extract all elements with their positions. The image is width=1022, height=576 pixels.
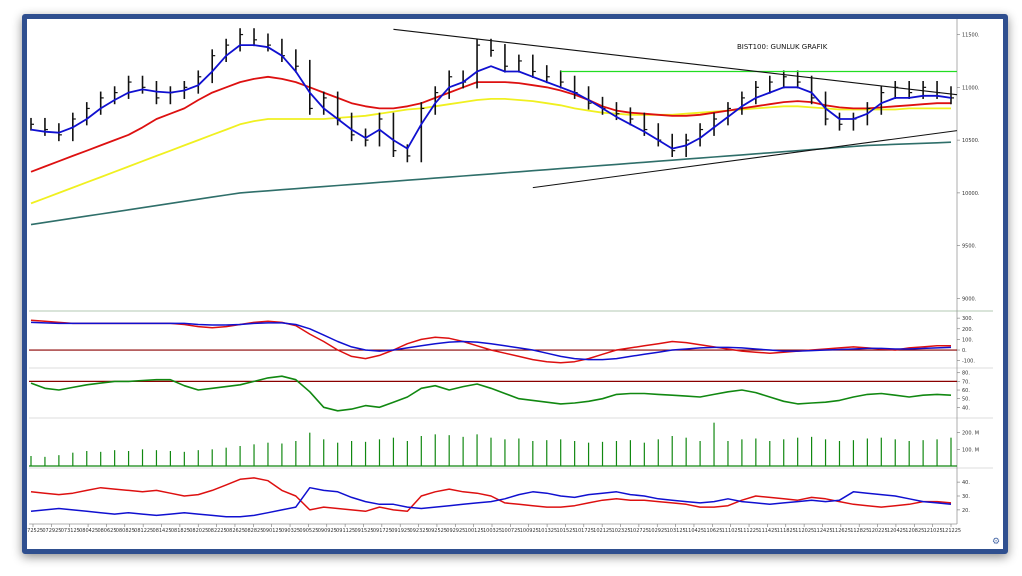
macd-axis-tick-label: 300.	[962, 316, 974, 322]
rsi-axis-tick-label: 40.	[962, 405, 970, 411]
x-tick-label: 111425	[758, 528, 777, 534]
x-tick-label: 100925	[520, 528, 539, 534]
gear-icon[interactable]: ⚙	[992, 537, 1001, 547]
x-tick-label: 080825	[116, 528, 135, 534]
x-tick-label: 091525	[354, 528, 373, 534]
x-tick-label: 102925	[648, 528, 667, 534]
rsi-axis-tick-label: 70.	[962, 379, 970, 385]
x-tick-label: 120225	[869, 528, 888, 534]
x-tick-label: 073125	[61, 528, 80, 534]
macd-signal-line	[30, 319, 951, 364]
x-tick-label: 090525	[299, 528, 318, 534]
macd-axis-tick-label: 200.	[962, 327, 974, 333]
x-tick-label: 102125	[593, 528, 612, 534]
macd-axis-tick-label: 100.	[962, 337, 974, 343]
chart-title: BIST100: GUNLUK GRAFIK	[737, 43, 828, 51]
x-tick-label: 120425	[887, 528, 906, 534]
x-tick-label: 110425	[685, 528, 704, 534]
x-tick-label: 111225	[740, 528, 759, 534]
bist100-daily-chart: BIST100: GUNLUK GRAFIK 11500. 11000. 10500…	[27, 19, 993, 534]
volume-axis-tick-label: 200. M	[962, 431, 979, 437]
x-tick-label: 100725	[501, 528, 520, 534]
x-tick-label: 091925	[391, 528, 410, 534]
x-tick-label: 100325	[483, 528, 502, 534]
x-tick-label: 120825	[905, 528, 924, 534]
x-tick-label: 090325	[281, 528, 300, 534]
x-tick-label: 110625	[703, 528, 722, 534]
price-axis-tick-label: 10000.	[962, 191, 980, 197]
x-tick-label: 111025	[722, 528, 741, 534]
x-tick-label: 090125	[263, 528, 282, 534]
rsi-axis-tick-label: 60.	[962, 388, 970, 394]
x-tick-label: 111825	[777, 528, 796, 534]
x-tick-label: 092325	[410, 528, 429, 534]
x-tick-label: 112625	[832, 528, 851, 534]
dmi-axis-tick-label: 30.	[962, 494, 970, 500]
x-tick-label: 112025	[795, 528, 814, 534]
volume-axis-tick-label: 100. M	[962, 447, 979, 453]
chart-window: BIST100: GUNLUK GRAFIK 11500. 11000. 10500…	[22, 14, 1008, 554]
price-axis-tick-label: 11000.	[962, 85, 980, 91]
x-tick-label: 082025	[189, 528, 208, 534]
descending-trendline	[393, 28, 958, 96]
x-tick-label: 121025	[924, 528, 943, 534]
x-tick-label: 092925	[446, 528, 465, 534]
rsi-line	[30, 375, 952, 412]
x-tick-label: 101525	[556, 528, 575, 534]
x-tick-label: 100125	[465, 528, 484, 534]
dmi-minus-line	[30, 486, 952, 518]
x-tick-label: 072525	[27, 528, 43, 534]
dmi-plus-line	[30, 477, 952, 513]
x-tick-label: 082825	[244, 528, 263, 534]
x-tick-label: 101725	[575, 528, 594, 534]
x-tick-label: 081225	[134, 528, 153, 534]
x-tick-label: 121225	[942, 528, 961, 534]
ma-yellow-line	[30, 98, 951, 205]
price-axis-tick-label: 9000.	[962, 296, 977, 302]
x-tick-label: 091125	[336, 528, 355, 534]
x-tick-label: 101325	[538, 528, 557, 534]
x-tick-label: 081425	[153, 528, 172, 534]
x-tick-label: 082625	[226, 528, 245, 534]
ascending-trendline	[532, 130, 958, 189]
rsi-axis-tick-label: 80.	[962, 371, 970, 377]
x-tick-label: 080425	[79, 528, 98, 534]
macd-axis-tick-label: 0.	[962, 348, 967, 354]
x-tick-label: 081825	[171, 528, 190, 534]
x-tick-label: 091725	[373, 528, 392, 534]
ma-red-line	[30, 75, 951, 173]
price-axis-tick-label: 10500.	[962, 138, 980, 144]
x-tick-label: 102325	[612, 528, 631, 534]
x-tick-label: 103125	[667, 528, 686, 534]
rsi-axis-tick-label: 50.	[962, 397, 970, 403]
x-tick-label: 112825	[850, 528, 869, 534]
macd-axis-tick-label: -100.	[962, 359, 975, 365]
x-tick-label: 080625	[97, 528, 116, 534]
macd-line	[30, 321, 952, 361]
x-tick-label: 112425	[813, 528, 832, 534]
price-axis-tick-label: 9500.	[962, 244, 977, 250]
ma-blue-line	[30, 44, 952, 150]
x-tick-label: 090925	[318, 528, 337, 534]
dmi-axis-tick-label: 40.	[962, 480, 970, 486]
ma-teal-line	[30, 141, 952, 226]
x-tick-label: 092525	[428, 528, 447, 534]
x-tick-label: 072925	[42, 528, 61, 534]
x-tick-label: 082225	[208, 528, 227, 534]
x-tick-label: 102725	[630, 528, 649, 534]
price-axis-tick-label: 11500.	[962, 33, 980, 39]
dmi-axis-tick-label: 20.	[962, 508, 970, 514]
